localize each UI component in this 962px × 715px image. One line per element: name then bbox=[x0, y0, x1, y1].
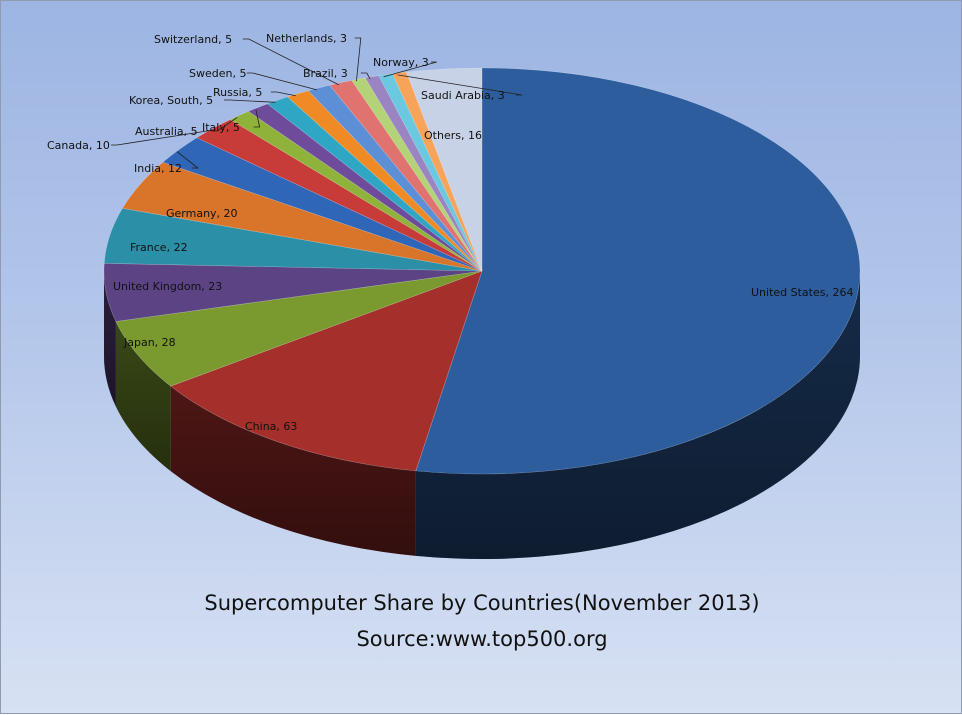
leader-korea-south bbox=[224, 99, 276, 103]
chart-title: Supercomputer Share by Countries(Novembe… bbox=[204, 591, 760, 615]
slice-china bbox=[170, 270, 483, 472]
label-korea-south: Korea, South, 5 bbox=[129, 94, 213, 107]
slice-netherlands bbox=[351, 77, 483, 272]
slice-switzerland bbox=[329, 80, 483, 272]
slice-united-kingdom bbox=[103, 263, 483, 322]
slice-side-shade-china bbox=[170, 386, 416, 556]
chart-source: Source:www.top500.org bbox=[356, 627, 608, 651]
label-russia: Russia, 5 bbox=[213, 86, 262, 99]
label-switzerland: Switzerland, 5 bbox=[154, 33, 232, 46]
label-japan: Japan, 28 bbox=[123, 336, 176, 349]
slice-france bbox=[103, 207, 483, 272]
label-france: France, 22 bbox=[130, 241, 188, 254]
leader-brazil bbox=[360, 72, 371, 79]
label-sweden: Sweden, 5 bbox=[189, 67, 246, 80]
slice-united-states bbox=[415, 67, 861, 475]
slice-brazil bbox=[364, 75, 483, 272]
slice-russia bbox=[286, 90, 483, 272]
label-others: Others, 16 bbox=[424, 129, 482, 142]
slice-italy bbox=[247, 103, 483, 272]
slice-side-shade-united-states bbox=[415, 271, 860, 560]
label-italy: Italy, 5 bbox=[202, 121, 240, 134]
slice-india bbox=[162, 137, 483, 272]
label-india: India, 12 bbox=[134, 162, 182, 175]
leader-norway bbox=[383, 61, 437, 78]
leader-switzerland bbox=[242, 38, 339, 86]
leader-russia bbox=[270, 91, 296, 97]
slice-germany bbox=[122, 161, 483, 272]
label-brazil: Brazil, 3 bbox=[303, 67, 348, 80]
slice-side-shade-japan bbox=[115, 321, 171, 472]
leader-sweden bbox=[246, 72, 318, 91]
label-saudi-arabia: Saudi Arabia, 3 bbox=[421, 89, 505, 102]
leader-saudi-arabia bbox=[397, 74, 523, 96]
label-united-states: United States, 264 bbox=[751, 286, 853, 299]
leader-netherlands bbox=[354, 37, 362, 82]
label-canada: Canada, 10 bbox=[47, 139, 110, 152]
label-china: China, 63 bbox=[245, 420, 297, 433]
leader-canada bbox=[111, 129, 212, 146]
leader-italy bbox=[253, 109, 261, 128]
slice-australia bbox=[229, 111, 483, 272]
label-norway: Norway, 3 bbox=[373, 56, 429, 69]
slice-korea-south bbox=[266, 96, 483, 272]
slice-sweden bbox=[307, 84, 483, 272]
label-australia: Australia, 5 bbox=[135, 125, 198, 138]
slice-canada bbox=[196, 119, 483, 272]
slice-japan bbox=[115, 270, 483, 387]
slice-others bbox=[406, 67, 483, 272]
slice-saudi-arabia bbox=[392, 71, 483, 272]
label-united-kingdom: United Kingdom, 23 bbox=[113, 280, 222, 293]
label-germany: Germany, 20 bbox=[166, 207, 238, 220]
leader-india bbox=[176, 151, 199, 169]
slice-side-shade-united-kingdom bbox=[104, 271, 116, 407]
leader-australia bbox=[211, 117, 238, 132]
slice-norway bbox=[378, 73, 483, 272]
label-netherlands: Netherlands, 3 bbox=[266, 32, 347, 45]
